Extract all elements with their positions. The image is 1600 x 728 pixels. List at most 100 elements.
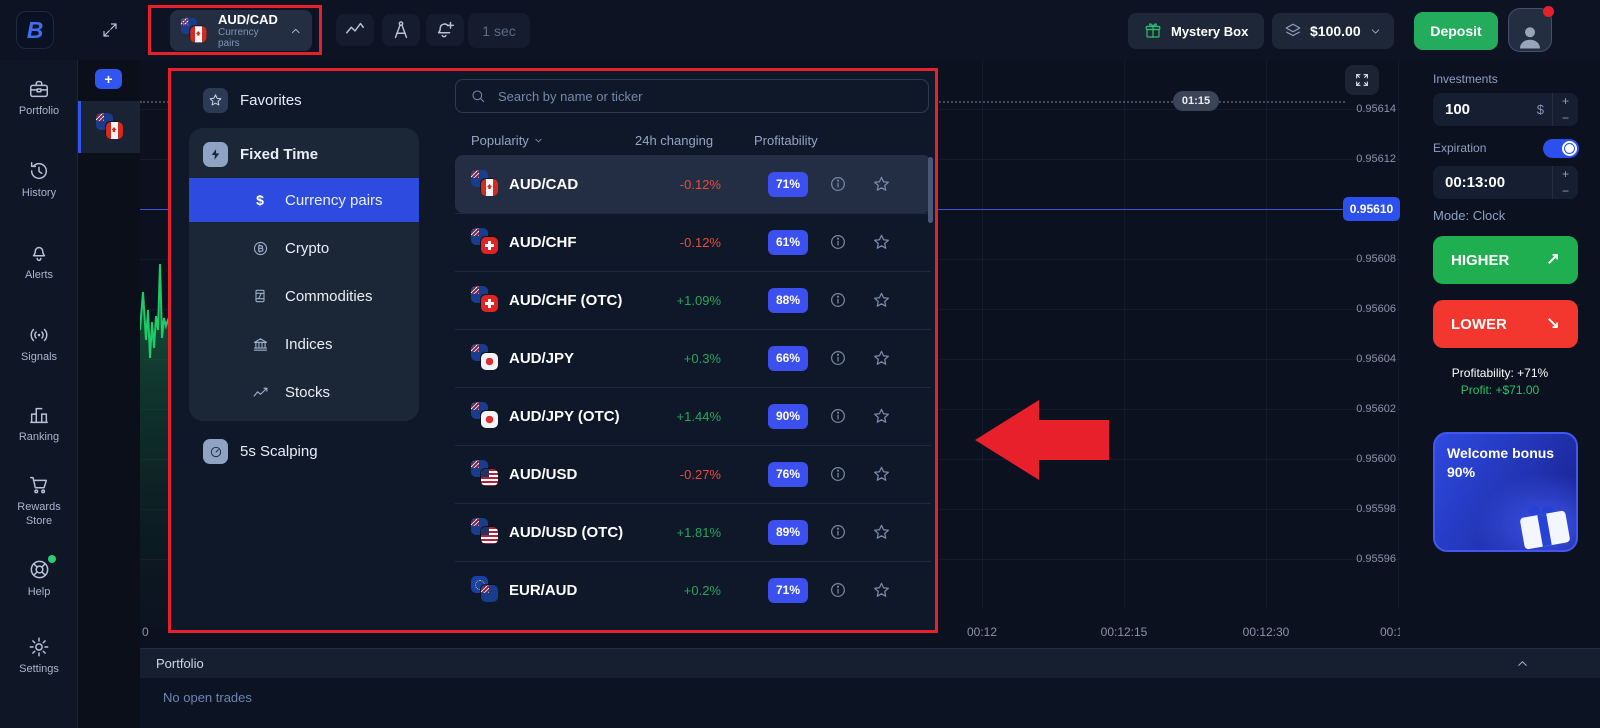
- drawing-tools-button[interactable]: [382, 14, 420, 46]
- category-item-currency-pairs[interactable]: $ Currency pairs: [189, 178, 419, 222]
- sidebar-item-settings[interactable]: Settings: [0, 636, 78, 677]
- info-icon[interactable]: [829, 581, 847, 599]
- asset-row[interactable]: EUR/AUD +0.2% 71%: [455, 561, 931, 619]
- favorite-star-icon[interactable]: [872, 233, 891, 252]
- sidebar-item-help[interactable]: Help: [0, 555, 78, 600]
- category-item-crypto[interactable]: Crypto: [189, 226, 419, 270]
- info-icon[interactable]: [829, 349, 847, 367]
- expiration-time-input[interactable]: 00:13:00 + −: [1433, 166, 1578, 199]
- portfolio-body: No open trades: [140, 678, 1600, 728]
- mystery-box-label: Mystery Box: [1171, 23, 1249, 39]
- info-icon[interactable]: [829, 233, 847, 251]
- scalping-item[interactable]: 5s Scalping: [203, 439, 318, 464]
- price-axis-label: 0.95614: [1356, 103, 1396, 115]
- welcome-bonus-banner[interactable]: Welcome bonus 90%: [1433, 432, 1578, 552]
- expiration-label: Expiration: [1433, 141, 1487, 155]
- pair-flags-icon: [471, 228, 501, 256]
- asset-row[interactable]: AUD/CHF -0.12% 61%: [455, 213, 931, 271]
- favorite-star-icon[interactable]: [872, 407, 891, 426]
- column-label: 24h changing: [635, 133, 714, 148]
- portfolio-bar[interactable]: Portfolio: [140, 648, 1600, 678]
- increment-button[interactable]: +: [1561, 167, 1569, 182]
- sidebar-item-signals[interactable]: Signals: [0, 324, 78, 365]
- asset-row[interactable]: AUD/CAD -0.12% 71%: [455, 155, 931, 213]
- gridline: [982, 60, 983, 608]
- sidebar-item-history[interactable]: History: [0, 160, 78, 201]
- favorites-label: Favorites: [240, 92, 302, 109]
- sidebar-item-alerts[interactable]: Alerts: [0, 242, 78, 283]
- bonus-line1: Welcome bonus: [1447, 445, 1555, 461]
- time-axis-label: 0: [142, 625, 149, 639]
- favorite-star-icon[interactable]: [872, 581, 891, 600]
- chart-fullscreen-button[interactable]: [1345, 65, 1379, 95]
- scalping-label: 5s Scalping: [240, 443, 318, 460]
- favorite-star-icon[interactable]: [872, 465, 891, 484]
- investment-amount-input[interactable]: 100 $ + −: [1433, 93, 1578, 126]
- favorites-item[interactable]: Favorites: [203, 88, 302, 113]
- ranking-icon: [30, 407, 48, 424]
- mystery-box-button[interactable]: Mystery Box: [1128, 13, 1265, 49]
- add-chart-tab-button[interactable]: +: [95, 69, 122, 89]
- deposit-button[interactable]: Deposit: [1414, 12, 1498, 50]
- gauge-icon: [210, 446, 221, 457]
- category-label: Commodities: [285, 287, 373, 305]
- info-icon[interactable]: [829, 523, 847, 541]
- sidebar-item-ranking[interactable]: Ranking: [0, 404, 78, 445]
- decrement-button[interactable]: −: [1561, 110, 1569, 125]
- asset-row[interactable]: AUD/USD -0.27% 76%: [455, 445, 931, 503]
- info-icon[interactable]: [829, 291, 847, 309]
- info-icon[interactable]: [829, 175, 847, 193]
- category-item-indices[interactable]: Indices: [189, 322, 419, 366]
- category-item-commodities[interactable]: Commodities: [189, 274, 419, 318]
- increment-button[interactable]: +: [1561, 94, 1569, 109]
- chevron-up-icon[interactable]: [1515, 656, 1530, 671]
- time-axis-label: 00:12:15: [1100, 625, 1148, 639]
- asset-search[interactable]: [455, 79, 929, 113]
- asset-name: EUR/AUD: [509, 581, 578, 599]
- app-logo[interactable]: B: [16, 11, 54, 49]
- fixed-time-header[interactable]: Fixed Time: [203, 142, 318, 167]
- compass-icon: [394, 21, 408, 39]
- scrollbar-thumb[interactable]: [928, 157, 933, 223]
- balance-selector[interactable]: $100.00: [1272, 13, 1394, 49]
- category-item-stocks[interactable]: Stocks: [189, 370, 419, 414]
- pair-flags-icon: [471, 344, 501, 372]
- asset-row[interactable]: AUD/JPY +0.3% 66%: [455, 329, 931, 387]
- column-popularity[interactable]: Popularity: [471, 133, 544, 148]
- asset-name: AUD/CAD: [509, 175, 579, 193]
- gridline: [1398, 60, 1399, 608]
- favorite-star-icon[interactable]: [872, 349, 891, 368]
- profitability-badge: 71%: [768, 171, 808, 197]
- asset-picker-dropdown: Favorites Fixed Time $ Currency pairs Cryp…: [168, 68, 938, 633]
- sidebar-label: Signals: [20, 351, 58, 363]
- expand-window-button[interactable]: [96, 16, 124, 44]
- chart-type-button[interactable]: [336, 14, 374, 46]
- arrow-up-right-icon: ↗: [1545, 250, 1560, 269]
- asset-row[interactable]: AUD/CHF (OTC) +1.09% 88%: [455, 271, 931, 329]
- sidebar-item-rewards-store[interactable]: Rewards Store: [0, 474, 78, 529]
- asset-row[interactable]: AUD/JPY (OTC) +1.44% 90%: [455, 387, 931, 445]
- expiration-mode-toggle[interactable]: [1543, 139, 1579, 158]
- asset-pair-selector[interactable]: AUD/CAD Currency pairs: [170, 10, 312, 51]
- lower-button[interactable]: LOWER ↘: [1433, 300, 1578, 348]
- info-icon[interactable]: [829, 465, 847, 483]
- favorite-star-icon[interactable]: [872, 291, 891, 310]
- lower-label: LOWER: [1451, 315, 1507, 333]
- category-label: Stocks: [285, 383, 331, 401]
- row-separator: [455, 213, 931, 214]
- decrement-button[interactable]: −: [1561, 183, 1569, 198]
- bell-icon: [32, 246, 46, 262]
- favorite-star-icon[interactable]: [872, 523, 891, 542]
- active-chart-tab[interactable]: [78, 101, 140, 153]
- sidebar-item-portfolio[interactable]: Portfolio: [0, 78, 78, 119]
- favorite-star-icon[interactable]: [872, 175, 891, 194]
- search-input[interactable]: [498, 88, 878, 104]
- interval-button[interactable]: 1 sec: [468, 13, 530, 48]
- chevron-down-icon: [1371, 28, 1379, 34]
- briefcase-icon: [30, 80, 48, 98]
- price-alert-button[interactable]: [426, 14, 464, 46]
- profile-avatar[interactable]: [1508, 6, 1554, 52]
- info-icon[interactable]: [829, 407, 847, 425]
- asset-row[interactable]: AUD/USD (OTC) +1.81% 89%: [455, 503, 931, 561]
- higher-button[interactable]: HIGHER ↗: [1433, 236, 1578, 284]
